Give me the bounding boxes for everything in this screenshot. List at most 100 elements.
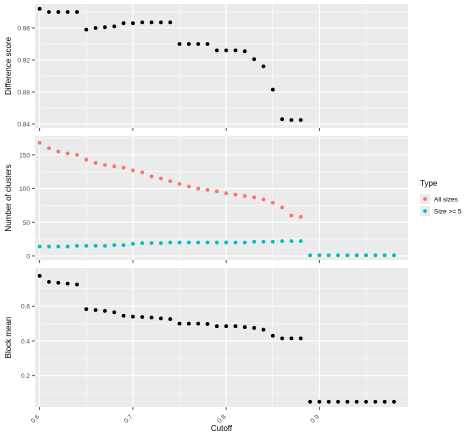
data-point — [317, 253, 322, 258]
data-point — [196, 321, 201, 326]
data-point — [280, 239, 285, 244]
data-point — [103, 309, 107, 313]
y-axis-title: Number of clusters — [4, 164, 13, 231]
data-point — [131, 21, 135, 26]
panel-background — [35, 4, 408, 128]
data-point — [280, 205, 285, 210]
data-point — [289, 118, 294, 122]
data-point — [242, 194, 247, 198]
data-point — [158, 241, 163, 246]
data-point — [308, 253, 312, 258]
y-axis-title: Block mean — [4, 317, 13, 359]
data-point — [336, 253, 340, 258]
data-point — [196, 186, 201, 191]
data-point — [270, 333, 275, 338]
data-point — [47, 244, 51, 249]
data-point — [289, 213, 294, 218]
data-point — [196, 42, 201, 46]
data-point — [75, 10, 79, 14]
data-point — [177, 240, 182, 245]
data-point — [214, 240, 219, 245]
data-point — [270, 239, 275, 244]
data-point — [84, 27, 89, 32]
data-point — [37, 244, 42, 249]
data-point — [84, 157, 89, 162]
legend-key — [423, 209, 427, 213]
legend-label: All sizes — [434, 197, 459, 204]
data-point — [149, 315, 154, 320]
data-point — [112, 24, 117, 29]
data-point — [186, 240, 191, 245]
panel-background — [35, 268, 408, 407]
data-point — [289, 336, 294, 341]
data-point — [186, 42, 191, 46]
data-point — [177, 181, 182, 186]
data-point — [252, 239, 257, 244]
data-point — [65, 244, 70, 249]
data-point — [186, 321, 191, 326]
data-point — [261, 327, 266, 332]
legend-key — [423, 197, 427, 201]
y-tick-label: 0 — [26, 253, 30, 260]
data-point — [326, 399, 331, 404]
data-point — [140, 170, 145, 175]
data-point — [65, 10, 70, 14]
data-point — [103, 25, 107, 30]
data-point — [140, 20, 145, 25]
data-point — [93, 161, 98, 165]
data-point — [242, 325, 247, 329]
data-point — [168, 179, 173, 184]
data-point — [121, 21, 126, 26]
data-point — [224, 324, 229, 329]
legend-title: Type — [420, 179, 438, 188]
x-tick-label: 0.8 — [216, 413, 228, 425]
data-point — [382, 399, 387, 404]
data-point — [158, 20, 163, 25]
data-point — [298, 239, 303, 244]
data-point — [252, 326, 257, 330]
data-point — [65, 281, 70, 286]
data-point — [186, 184, 191, 189]
data-point — [224, 191, 229, 196]
data-point — [280, 336, 285, 341]
data-point — [242, 49, 247, 54]
y-tick-label: 100 — [19, 186, 30, 193]
data-point — [373, 399, 378, 404]
y-tick-label: 0.84 — [17, 122, 30, 129]
data-point — [336, 399, 340, 404]
data-point — [56, 244, 61, 249]
data-point — [131, 241, 135, 246]
x-tick-label: 0.7 — [123, 413, 135, 425]
data-point — [168, 240, 173, 245]
data-point — [75, 282, 79, 287]
data-point — [121, 313, 126, 318]
data-point — [298, 336, 303, 341]
data-point — [140, 241, 145, 246]
data-point — [242, 240, 247, 245]
data-point — [56, 280, 61, 285]
data-point — [177, 321, 182, 326]
data-point — [214, 189, 219, 194]
data-point — [214, 324, 219, 329]
data-point — [149, 241, 154, 246]
data-point — [47, 10, 51, 14]
data-point — [224, 48, 229, 53]
data-point — [168, 317, 173, 321]
data-point — [205, 42, 210, 46]
data-point — [93, 26, 98, 30]
data-point — [205, 240, 210, 245]
data-point — [112, 310, 117, 315]
data-point — [205, 188, 210, 192]
y-tick-label: 0.2 — [21, 373, 30, 380]
data-point — [177, 42, 182, 46]
data-point — [308, 399, 312, 404]
data-point — [93, 243, 98, 248]
data-point — [149, 174, 154, 179]
y-tick-label: 0.88 — [17, 90, 30, 97]
data-point — [280, 117, 285, 122]
data-point — [270, 87, 275, 92]
y-tick-label: 0.4 — [21, 338, 30, 345]
data-point — [364, 399, 368, 404]
data-point — [233, 324, 238, 329]
